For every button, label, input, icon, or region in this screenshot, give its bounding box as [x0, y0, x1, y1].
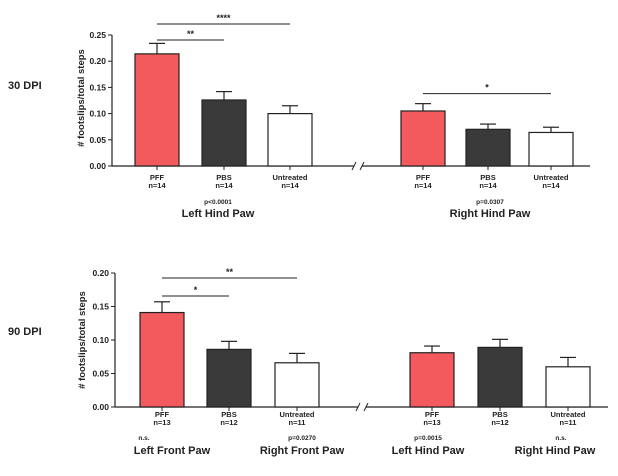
pvalue-left-front-90: n.s. — [138, 435, 149, 442]
y-tick-label: 0.00 — [89, 161, 106, 171]
category-label: PFF — [425, 410, 440, 419]
pvalue-right-hind-90: n.s. — [555, 435, 566, 442]
category-label: PFF — [150, 173, 165, 182]
sample-size-label: n=11 — [289, 418, 306, 427]
group-title-right-front-90: Right Front Paw — [260, 445, 345, 457]
sample-size-label: n=14 — [281, 181, 299, 190]
bar-pbs — [477, 346, 523, 408]
row-label-30dpi: 30 DPI — [8, 80, 42, 92]
y-tick-label: 0.10 — [92, 335, 109, 345]
axis-break-mark — [359, 161, 365, 171]
bar-untreated — [528, 131, 574, 167]
group-title-left-front-90: Left Front Paw — [134, 445, 211, 457]
y-tick-label: 0.25 — [89, 30, 106, 40]
y-tick-label: 0.05 — [89, 135, 106, 145]
bar-pbs — [206, 348, 252, 408]
y-axis-label-90dpi: # footslips/total steps — [77, 291, 88, 389]
y-tick-label: 0.15 — [89, 82, 106, 92]
sample-size-label: n=12 — [491, 418, 508, 427]
y-tick-label: 0.15 — [92, 302, 109, 312]
sample-size-label: n=12 — [220, 418, 237, 427]
y-tick-label: 0.10 — [89, 109, 106, 119]
pvalue-left-hind-30: p<0.0001 — [204, 199, 232, 206]
category-label: PBS — [221, 410, 236, 419]
significance-label: ** — [226, 267, 234, 277]
bar-pff — [139, 311, 185, 408]
bar-untreated — [267, 112, 313, 167]
pvalue-right-front-90: p=0.0270 — [288, 435, 316, 442]
significance-label: **** — [216, 13, 231, 23]
bar-pff — [134, 53, 180, 167]
sample-size-label: n=11 — [560, 418, 577, 427]
sample-size-label: n=13 — [153, 418, 170, 427]
sample-size-label: n=14 — [414, 181, 432, 190]
bar-pff — [400, 110, 446, 167]
sample-size-label: n=14 — [479, 181, 497, 190]
category-label: PFF — [416, 173, 431, 182]
bar-pff — [409, 352, 455, 408]
axis-break-mark — [351, 161, 357, 171]
category-label: PBS — [216, 173, 231, 182]
sample-size-label: n=14 — [542, 181, 560, 190]
category-label: PBS — [492, 410, 507, 419]
pvalue-right-hind-30: p=0.0307 — [476, 199, 504, 206]
category-label: PFF — [155, 410, 170, 419]
significance-label: * — [194, 285, 198, 295]
category-label: Untreated — [272, 173, 307, 182]
sample-size-label: n=13 — [423, 418, 440, 427]
pvalue-left-hind-90: p=0.0015 — [414, 435, 442, 442]
sample-size-label: n=14 — [215, 181, 233, 190]
bar-untreated — [545, 366, 591, 408]
bar-untreated — [274, 362, 320, 408]
sample-size-label: n=14 — [148, 181, 166, 190]
y-tick-label: 0.00 — [92, 402, 109, 412]
group-title-left-hind-90: Left Hind Paw — [392, 445, 465, 457]
significance-label: * — [485, 83, 489, 93]
row-label-90dpi: 90 DPI — [8, 326, 42, 338]
category-label: Untreated — [279, 410, 314, 419]
group-title-right-hind-90: Right Hind Paw — [515, 445, 596, 457]
y-axis-label-30dpi: # footslips/total steps — [76, 49, 87, 147]
axis-break-mark — [363, 402, 369, 412]
bar-pbs — [201, 99, 247, 167]
chart-marks: 0.000.050.100.150.200.25PFFn=14PBSn=14Un… — [89, 13, 608, 427]
category-label: Untreated — [550, 410, 585, 419]
group-title-left-hind-30: Left Hind Paw — [182, 208, 255, 220]
y-tick-label: 0.20 — [92, 268, 109, 278]
category-label: Untreated — [533, 173, 568, 182]
category-label: PBS — [480, 173, 495, 182]
group-title-right-hind-30: Right Hind Paw — [450, 208, 531, 220]
y-tick-label: 0.05 — [92, 369, 109, 379]
y-tick-label: 0.20 — [89, 56, 106, 66]
significance-label: ** — [187, 29, 195, 39]
axis-break-mark — [355, 402, 361, 412]
bar-pbs — [465, 128, 511, 167]
